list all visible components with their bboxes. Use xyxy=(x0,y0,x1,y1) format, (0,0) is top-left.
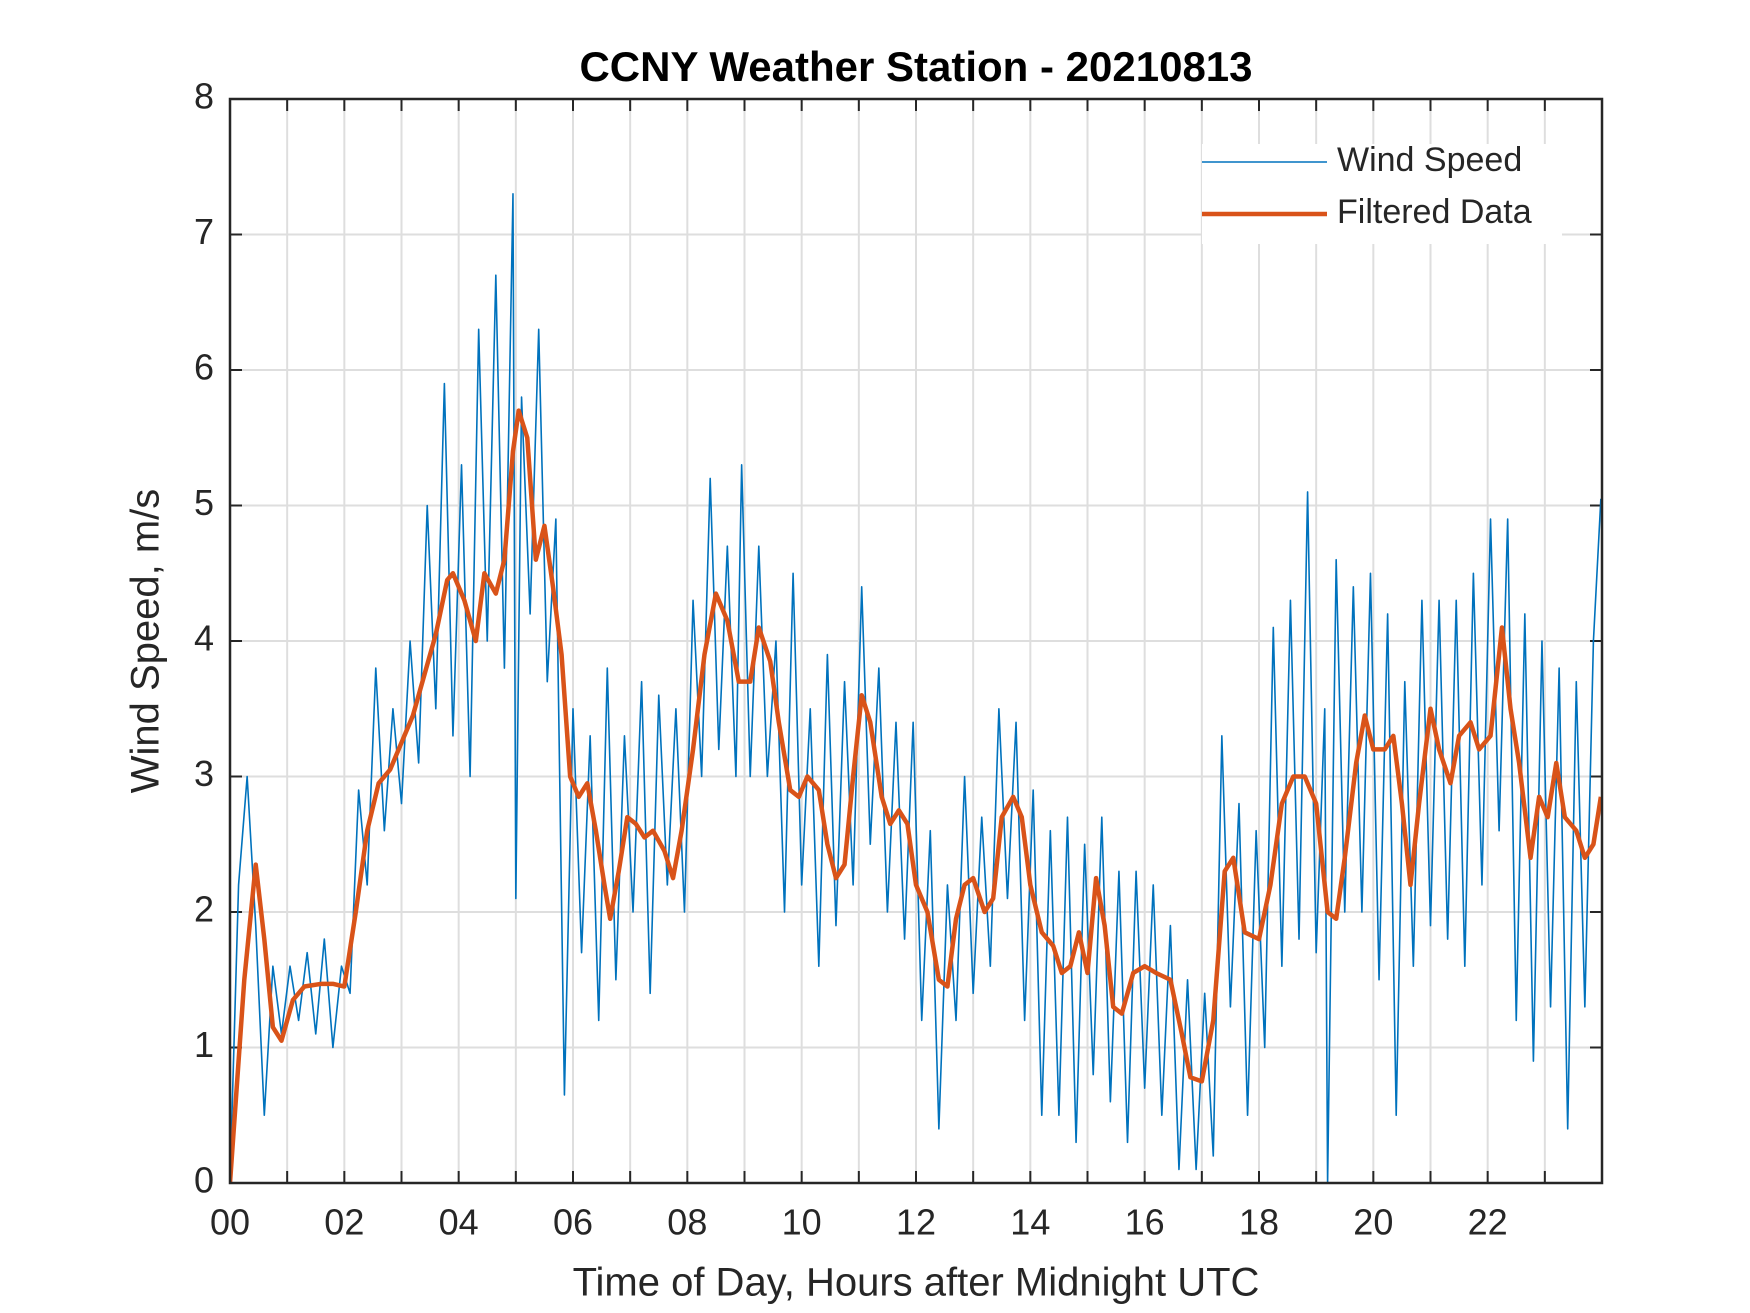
y-tick-label: 3 xyxy=(194,753,214,794)
x-tick-label: 02 xyxy=(324,1202,364,1243)
x-tick-label: 14 xyxy=(1010,1202,1050,1243)
y-tick-label: 8 xyxy=(194,76,214,117)
x-tick-label: 12 xyxy=(896,1202,936,1243)
chart-title: CCNY Weather Station - 20210813 xyxy=(579,43,1252,90)
axes-box xyxy=(228,97,1604,1185)
legend-label: Filtered Data xyxy=(1337,193,1532,231)
data-line xyxy=(230,193,1602,1183)
y-tick-label: 4 xyxy=(194,618,214,659)
x-tick-label: 20 xyxy=(1353,1202,1393,1243)
data-line xyxy=(230,408,1602,1183)
y-tick-label: 6 xyxy=(194,347,214,388)
x-tick-label: 18 xyxy=(1239,1202,1279,1243)
x-tick-label: 10 xyxy=(782,1202,822,1243)
y-tick-label: 0 xyxy=(194,1160,214,1201)
legend-label: Wind Speed xyxy=(1337,141,1522,179)
y-tick-label: 5 xyxy=(194,482,214,523)
legend-box xyxy=(1202,144,1562,244)
x-tick-label: 00 xyxy=(210,1202,250,1243)
x-tick-label: 04 xyxy=(439,1202,479,1243)
x-axis-label: Time of Day, Hours after Midnight UTC xyxy=(573,1261,1260,1305)
x-tick-label: 22 xyxy=(1468,1202,1508,1243)
y-axis-label: Wind Speed, m/s xyxy=(124,489,168,794)
y-tick-label: 1 xyxy=(194,1024,214,1065)
y-tick-label: 2 xyxy=(194,889,214,930)
x-tick-label: 08 xyxy=(667,1202,707,1243)
x-tick-label: 16 xyxy=(1125,1202,1165,1243)
x-tick-label: 06 xyxy=(553,1202,593,1243)
y-tick-label: 7 xyxy=(194,211,214,252)
